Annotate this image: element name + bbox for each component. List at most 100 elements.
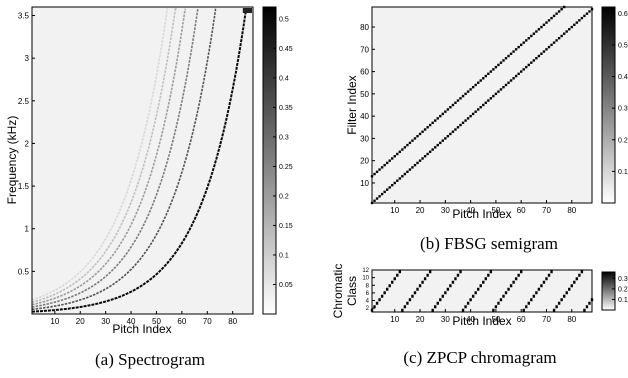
semigram-cell <box>489 97 493 100</box>
semigram-cell <box>547 45 551 49</box>
semigram-cell <box>439 114 442 118</box>
chromagram-colorbar <box>601 271 616 311</box>
chromagram-y-label-line1: Chromatic <box>331 264 345 319</box>
semigram-cell <box>471 112 475 116</box>
chromagram-cell <box>454 277 457 281</box>
semigram-colorbar <box>601 6 616 204</box>
semigram-cell <box>446 134 450 138</box>
spectrogram-harmonics <box>31 7 252 313</box>
chromagram-plot-frame <box>371 269 593 313</box>
chromagram-cell <box>517 273 520 277</box>
semigram-cell <box>451 103 455 107</box>
semigram-cell <box>532 59 536 62</box>
chromagram-cell <box>519 270 523 274</box>
chromagram-cell <box>439 298 442 302</box>
chromagram-cell <box>459 270 462 274</box>
semigram-cell <box>391 183 394 187</box>
chromagram-cell <box>396 273 399 277</box>
spectrogram-x-tick-label: 30 <box>101 317 110 326</box>
chromagram-cell <box>385 287 389 291</box>
semigram-y-tick-label: 50 <box>360 90 369 99</box>
semigram-cell <box>479 79 482 82</box>
semigram-cell <box>403 146 407 149</box>
semigram-y-tick-label: 40 <box>360 112 369 121</box>
chromagram-cell <box>373 305 376 309</box>
chromagram-marks <box>370 270 594 312</box>
chromagram-cell <box>477 287 480 291</box>
chromagram-cell <box>421 280 424 284</box>
chromagram-cell <box>436 301 439 305</box>
semigram-cell <box>406 170 409 174</box>
chromagram-y-ticks: 24 6 810 12 <box>362 268 375 312</box>
semigram-cell <box>552 41 556 44</box>
spectrogram-y-tick-label: 2 <box>25 139 30 148</box>
semigram-cell <box>375 197 379 200</box>
semigram-cell <box>514 74 518 78</box>
semigram-cell <box>547 19 551 22</box>
semigram-cell <box>552 14 556 18</box>
semigram-x-label: Pitch Index <box>452 207 511 221</box>
semigram-cell <box>509 79 513 82</box>
semigram-cell <box>504 83 508 87</box>
spectrogram-colorbar-tick-label: 0.1 <box>279 252 289 259</box>
semigram-cell <box>406 143 409 147</box>
harmonic-curve-4 <box>31 8 186 306</box>
semigram-y-tick-label: 70 <box>360 45 369 54</box>
chromagram-cell <box>502 294 505 298</box>
chromagram-colorbar-tick-label: 0.2 <box>618 286 628 293</box>
spectrogram-x-tick-label: 40 <box>127 317 136 326</box>
semigram-cell <box>408 141 412 145</box>
semigram-cell <box>464 119 467 122</box>
chromagram-cell <box>530 298 533 302</box>
semigram-cell <box>416 161 419 165</box>
semigram-cell <box>446 108 450 111</box>
semigram-cell <box>489 70 493 73</box>
semigram-cell <box>469 88 472 91</box>
chromagram-cell <box>461 308 465 312</box>
semigram-cell <box>545 48 548 51</box>
semigram-cell <box>525 65 528 69</box>
semigram-cell <box>459 97 462 100</box>
semigram-cell <box>530 61 533 64</box>
chromagram-y-tick-label: 12 <box>362 268 369 274</box>
semigram-cell <box>393 155 396 158</box>
semigram-cell <box>466 90 470 93</box>
semigram-colorbar-tick-label: 0.2 <box>618 137 628 144</box>
semigram-cell <box>416 134 419 138</box>
semigram-cell <box>537 28 541 31</box>
chromagram-cell <box>507 287 510 291</box>
semigram-cell <box>421 130 424 133</box>
semigram-y-tick-label: 30 <box>360 134 369 143</box>
semigram-colorbar-tick-label: 0.6 <box>618 11 628 18</box>
semigram-cell <box>466 117 470 120</box>
chromagram-cell <box>380 294 384 298</box>
semigram-cell <box>575 21 579 24</box>
semigram-colorbar-ticks: 0.1 0.2 0.3 0.4 0.5 0.6 <box>612 11 628 176</box>
chromagram-x-tick-label: 80 <box>567 315 576 324</box>
semigram-cell <box>380 192 384 196</box>
chromagram-cell <box>391 280 394 284</box>
semigram-cell <box>580 16 584 20</box>
chromagram-colorbar-tick-label: 0.3 <box>618 276 628 283</box>
semigram-cell <box>540 25 543 29</box>
semigram-x-tick-label: 80 <box>567 206 576 215</box>
chromagram-cell <box>499 298 503 302</box>
spectrogram-colorbar-ticks: 0.05 0.1 0.15 0.2 0.25 0.3 0.35 0.4 0.45 0.5 <box>273 16 293 289</box>
semigram-cell <box>378 195 381 198</box>
semigram-cell <box>482 77 485 80</box>
semigram-cell <box>391 157 394 160</box>
chromagram-cell <box>446 287 450 291</box>
chromagram-cell <box>525 305 528 309</box>
semigram-cell <box>512 77 515 80</box>
semigram-cell <box>542 23 546 27</box>
chromagram-plot-background <box>372 270 592 312</box>
semigram-cell <box>497 63 500 67</box>
spectrogram-x-tick-label: 20 <box>76 317 85 326</box>
semigram-cell <box>530 34 533 38</box>
chromagram-y-tick-label: 8 <box>366 283 370 289</box>
semigram-cell <box>484 74 487 78</box>
chromagram-cell <box>550 270 553 274</box>
semigram-x-tick-label: 10 <box>390 206 399 215</box>
chromagram-cell <box>555 305 558 309</box>
semigram-cell <box>487 99 490 102</box>
